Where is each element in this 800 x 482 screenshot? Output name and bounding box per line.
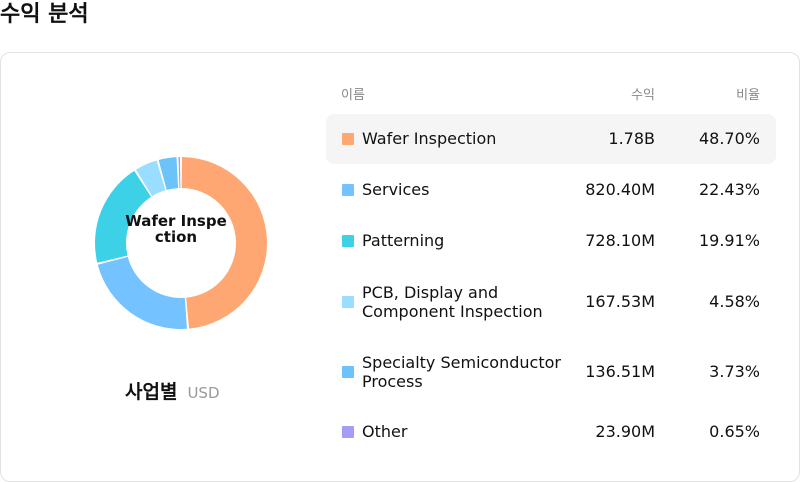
row-ratio: 0.65% <box>709 422 760 441</box>
chart-caption: 사업별 USD <box>125 377 220 403</box>
row-name: Wafer Inspection <box>362 129 497 148</box>
legend-swatch <box>342 133 354 145</box>
table-row[interactable]: Services 820.40M 22.43% <box>326 165 776 215</box>
chart-caption-unit: USD <box>187 384 220 402</box>
legend-swatch <box>342 296 354 308</box>
row-ratio: 4.58% <box>709 292 760 311</box>
row-revenue: 728.10M <box>585 231 655 250</box>
donut-slice[interactable] <box>158 157 179 190</box>
row-name: Specialty Semiconductor Process <box>362 353 561 391</box>
chart-caption-title: 사업별 <box>125 381 178 403</box>
donut-slice[interactable] <box>97 256 187 329</box>
donut-slice[interactable] <box>181 157 267 329</box>
donut-slice[interactable] <box>95 170 152 263</box>
legend-swatch <box>342 184 354 196</box>
table-row[interactable]: Wafer Inspection 1.78B 48.70% <box>326 114 776 164</box>
legend-swatch <box>342 426 354 438</box>
donut-svg <box>95 157 267 329</box>
row-name: Patterning <box>362 231 445 250</box>
column-header-revenue: 수익 <box>631 88 655 103</box>
row-ratio: 22.43% <box>698 180 760 199</box>
row-revenue: 167.53M <box>585 292 655 311</box>
column-header-ratio: 비율 <box>736 88 760 103</box>
column-header-name: 이름 <box>341 88 365 103</box>
legend-swatch <box>342 235 354 247</box>
row-revenue: 820.40M <box>585 180 655 199</box>
donut-slice[interactable] <box>178 157 181 189</box>
table-row[interactable]: PCB, Display and Component Inspection 167… <box>326 267 776 337</box>
row-name: PCB, Display and Component Inspection <box>362 283 543 321</box>
table-row[interactable]: Specialty Semiconductor Process 136.51M 3.… <box>326 337 776 407</box>
row-ratio: 19.91% <box>698 231 760 250</box>
donut-center-label: Wafer Inspection <box>125 212 227 246</box>
row-revenue: 136.51M <box>585 362 655 381</box>
donut-chart: Wafer Inspection <box>91 153 271 333</box>
row-name: Other <box>362 422 408 441</box>
row-revenue: 1.78B <box>608 129 655 148</box>
revenue-card: Wafer Inspection 사업별 USD 이름 수익 비율 Wafer … <box>0 52 800 482</box>
row-ratio: 3.73% <box>709 362 760 381</box>
row-revenue: 23.90M <box>595 422 655 441</box>
table-row[interactable]: Other 23.90M 0.65% <box>326 407 776 457</box>
page-title: 수익 분석 <box>0 2 89 27</box>
donut-slice[interactable] <box>135 160 166 197</box>
row-name: Services <box>362 180 430 199</box>
legend-swatch <box>342 366 354 378</box>
row-ratio: 48.70% <box>698 129 760 148</box>
table-row[interactable]: Patterning 728.10M 19.91% <box>326 216 776 266</box>
